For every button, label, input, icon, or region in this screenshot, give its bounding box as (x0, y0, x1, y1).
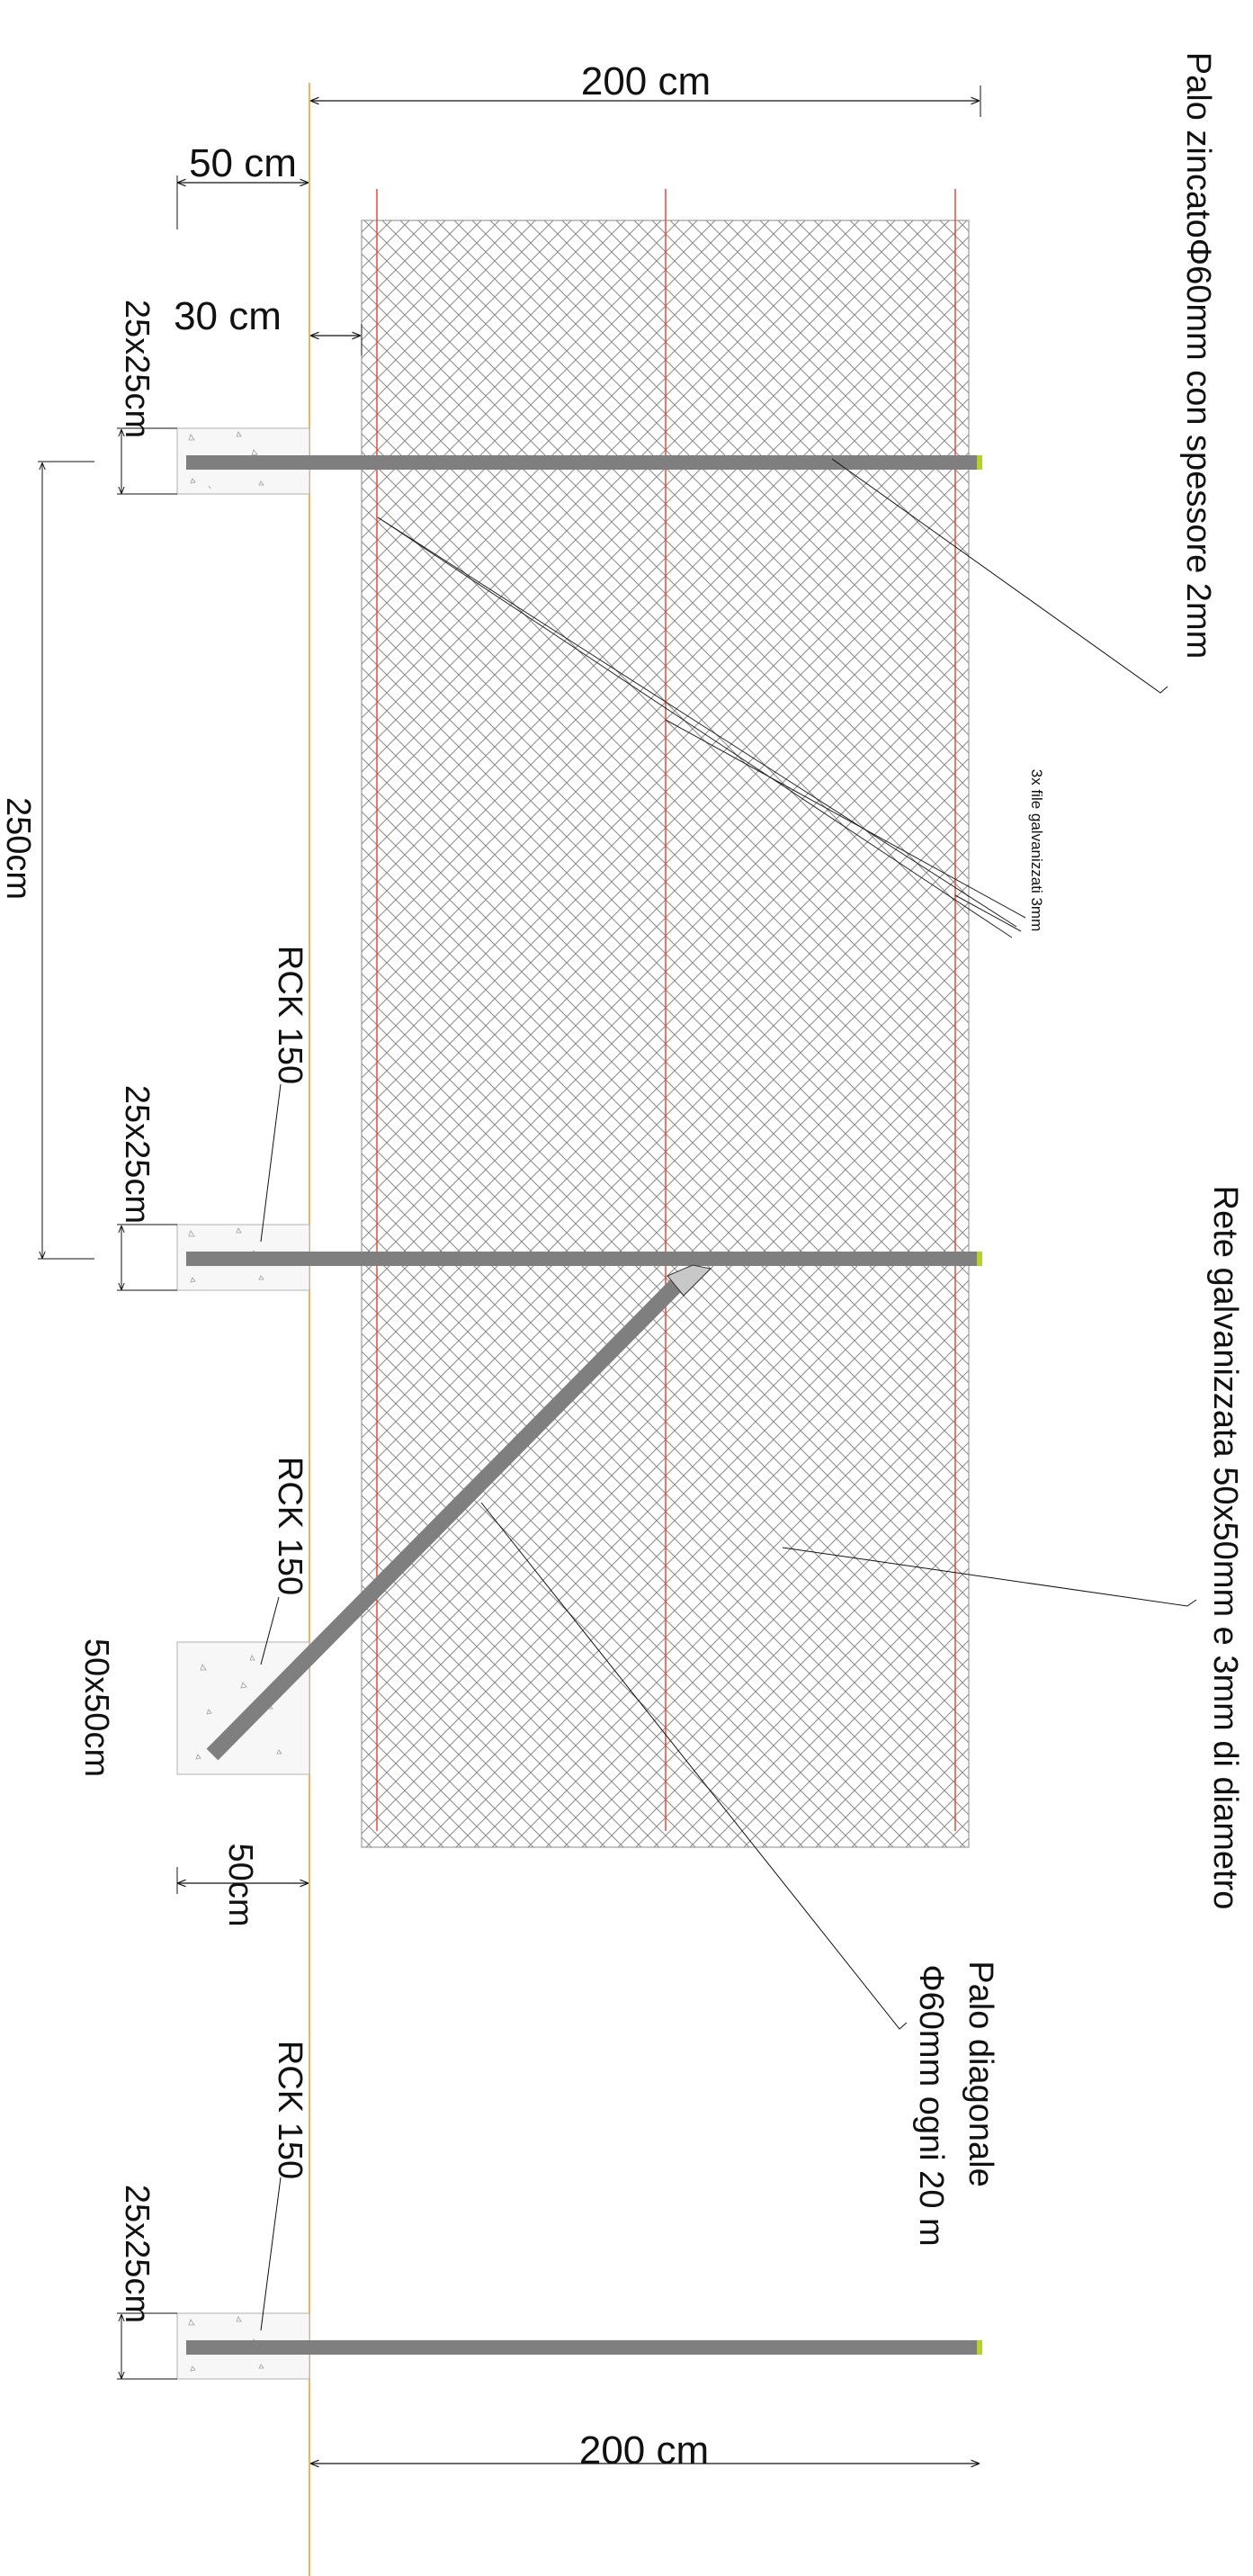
fence-post-2 (186, 1252, 980, 1266)
rck-label-2: RCK 150 (271, 1457, 309, 1595)
fence-post-3 (186, 2340, 980, 2355)
dim-250 (38, 461, 94, 1260)
dim-label-250: 250cm (0, 797, 37, 900)
post-tip-1 (977, 455, 982, 470)
footing-block-3 (176, 1641, 310, 1775)
post-tip-2 (977, 1252, 982, 1266)
footing-label-2: 25x25cm (118, 1085, 156, 1224)
dim-label-bottom: 200 cm (579, 2428, 709, 2473)
diagonale-label-2: Φ60mm ogni 20 m (912, 1964, 950, 2246)
fili-label: 3x file galvanizzati 3mm (1028, 769, 1045, 931)
wire-bundle (377, 516, 1026, 938)
footing-label-3: 50x50cm (77, 1638, 115, 1777)
diagonale-label-1: Palo diagonale (962, 1961, 999, 2186)
leader-lines (260, 458, 1197, 2331)
concrete-aggregate (188, 431, 282, 2372)
footing-label-4: 25x25cm (118, 2185, 156, 2323)
fence-post-1 (186, 455, 980, 470)
rck-label-3: RCK 150 (271, 2041, 309, 2179)
diagonal-brace (206, 1276, 685, 1761)
dim-label-50-bottom: 50cm (221, 1844, 259, 1927)
post-tip-3 (977, 2340, 982, 2355)
dim-label-50-top: 50 cm (189, 141, 297, 185)
footing-dims (117, 427, 177, 2380)
dim-label-30: 30 cm (174, 294, 282, 338)
rete-label: Rete galvanizzata 50x50mm e 3mm di diame… (1206, 1186, 1244, 1910)
brace-clamp (667, 1264, 712, 1297)
rck-label-1: RCK 150 (271, 946, 309, 1084)
palo-zincato-label: Palo zincatoΦ60mm con spessore 2mm (1179, 52, 1217, 659)
footing-label-1: 25x25cm (118, 300, 156, 438)
dim-label-top: 200 cm (581, 59, 711, 103)
